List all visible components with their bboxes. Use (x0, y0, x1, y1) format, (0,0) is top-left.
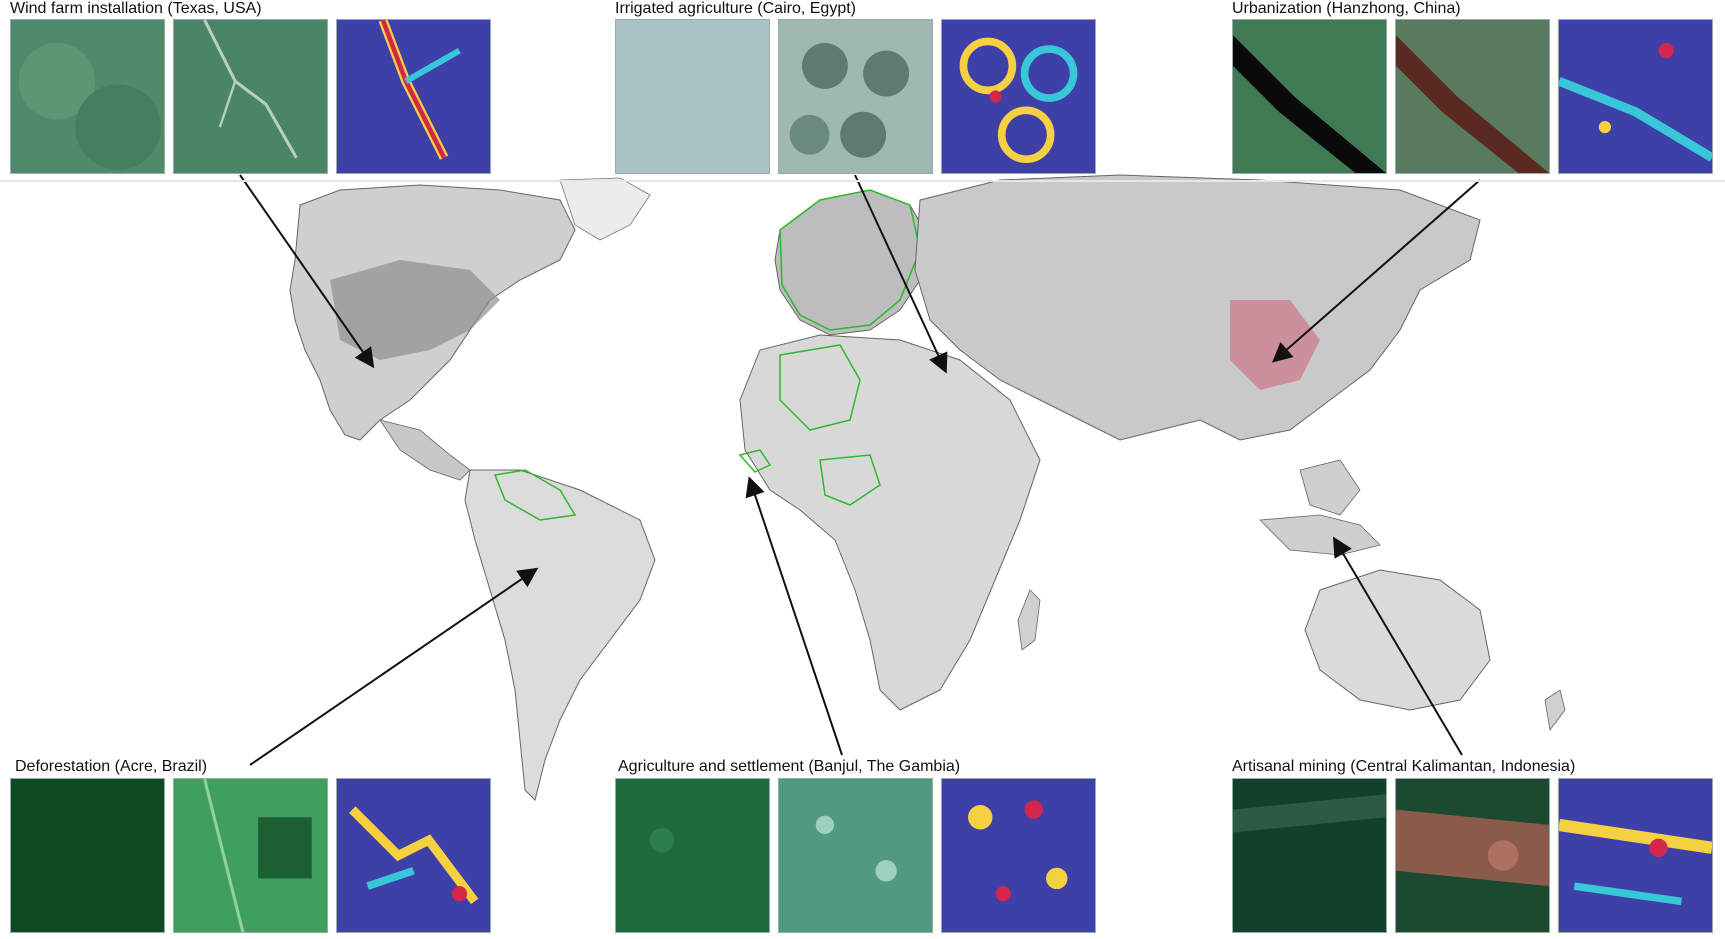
after-image-tile (778, 778, 933, 933)
panel-title: Irrigated agriculture (Cairo, Egypt) (615, 0, 856, 17)
before-image-tile (615, 19, 770, 174)
panel-agri-settlement: Agriculture and settlement (Banjul, The … (615, 758, 1110, 934)
panel-title: Agriculture and settlement (Banjul, The … (618, 758, 961, 775)
new-zealand-landmass (1544, 689, 1566, 731)
before-image-tile (10, 19, 165, 174)
top-band-divider (0, 180, 1725, 182)
guiana-highlight (493, 469, 577, 521)
africa-landmass (739, 334, 1041, 711)
before-image-tile (10, 778, 165, 933)
europe-highlight (779, 189, 921, 331)
panel-irrigated: Irrigated agriculture (Cairo, Egypt) (615, 0, 1110, 176)
change-heatmap-tile (336, 19, 491, 174)
change-heatmap-tile (941, 19, 1096, 174)
after-image-tile (1395, 19, 1550, 174)
before-image-tile (615, 778, 770, 933)
arrow-agri-settlement (745, 476, 843, 756)
after-image-tile (173, 778, 328, 933)
greenland-landmass (559, 177, 651, 241)
change-heatmap-tile (1558, 19, 1713, 174)
before-image-tile (1232, 778, 1387, 933)
panel-title: Urbanization (Hanzhong, China) (1232, 0, 1461, 17)
panel-deforestation: Deforestation (Acre, Brazil) (10, 758, 505, 934)
algeria-highlight (779, 344, 861, 431)
west-africa-highlight (738, 449, 772, 473)
indonesia-landmass (1259, 514, 1381, 556)
arrow-mining (1332, 536, 1463, 756)
australia-landmass (1304, 569, 1491, 711)
after-image-tile (778, 19, 933, 174)
after-image-tile (1395, 778, 1550, 933)
panel-title: Artisanal mining (Central Kalimantan, In… (1232, 758, 1576, 775)
arrow-irrigated (854, 174, 948, 374)
arrow-deforestation (249, 567, 539, 766)
panel-title: Wind farm installation (Texas, USA) (10, 0, 262, 17)
central-america-landmass (379, 419, 471, 481)
usa-dark-region (330, 260, 500, 360)
arrow-urbanization (1271, 179, 1481, 363)
panel-wind-farm: Wind farm installation (Texas, USA) (10, 0, 505, 176)
panel-title: Deforestation (Acre, Brazil) (15, 758, 208, 775)
asia-landmass (914, 174, 1481, 441)
change-heatmap-tile (1558, 778, 1713, 933)
change-heatmap-tile (941, 778, 1096, 933)
arrow-wind-farm (239, 174, 375, 369)
change-heatmap-tile (336, 778, 491, 933)
south-america-landmass (464, 469, 656, 801)
after-image-tile (173, 19, 328, 174)
borneo-landmass (1299, 459, 1361, 516)
panel-urbanization: Urbanization (Hanzhong, China) (1232, 0, 1725, 176)
madagascar-landmass (1017, 589, 1041, 651)
nigeria-highlight (819, 454, 881, 506)
panel-mining: Artisanal mining (Central Kalimantan, In… (1232, 758, 1725, 934)
before-image-tile (1232, 19, 1387, 174)
